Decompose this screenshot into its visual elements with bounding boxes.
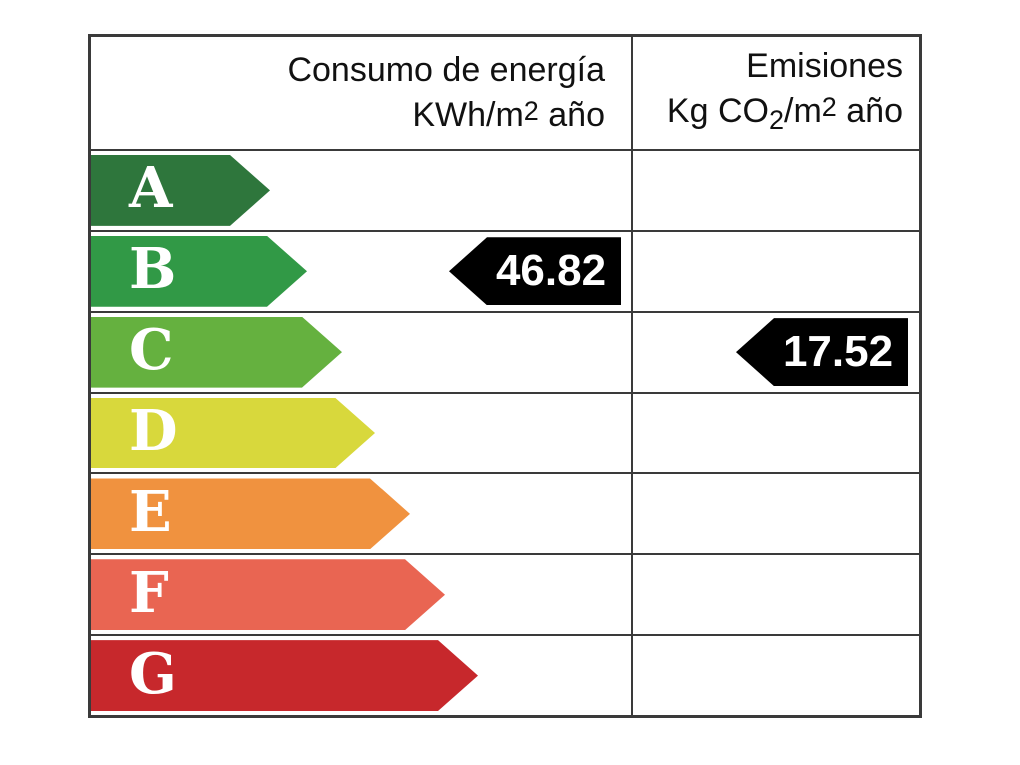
rating-row-f: F <box>91 553 919 635</box>
rating-row-c: C 17.52 <box>91 310 919 392</box>
consumption-value: 46.82 <box>495 246 607 296</box>
rating-row-d: D <box>91 391 919 473</box>
rating-bar-d: D <box>91 398 375 469</box>
rating-letter-a: A <box>129 155 173 222</box>
unit-text: /m <box>784 91 822 130</box>
consumption-column-header: Consumo de energía KWh/m2 año <box>91 37 633 149</box>
rating-bar-f: F <box>91 559 445 630</box>
emissions-unit: Kg CO2/m2 año <box>667 87 903 141</box>
consumption-unit: KWh/m2 año <box>412 91 605 136</box>
table-header: Consumo de energía KWh/m2 año Emisiones … <box>91 37 919 151</box>
rating-letter-f: F <box>129 559 169 626</box>
rating-bar-e: E <box>91 478 410 549</box>
rating-letter-g: G <box>129 640 177 707</box>
unit-text: Kg CO <box>666 91 769 130</box>
rating-bar-a: A <box>91 155 270 226</box>
rating-letter-c: C <box>129 317 174 384</box>
rating-bar-c: C <box>91 317 342 388</box>
emissions-title: Emisiones <box>746 46 903 85</box>
rating-row-a: A <box>91 151 919 230</box>
rating-letter-d: D <box>129 398 178 464</box>
unit-text: año <box>538 96 605 134</box>
consumption-title: Consumo de energía <box>287 51 605 89</box>
rating-row-e: E <box>91 472 919 554</box>
unit-superscript-2: 2 <box>523 96 539 126</box>
unit-superscript-2: 2 <box>821 91 837 122</box>
rating-letter-e: E <box>129 478 172 545</box>
rating-table: Consumo de energía KWh/m2 año Emisiones … <box>88 34 922 718</box>
unit-text: año <box>836 91 903 130</box>
rating-row-b: B 46.82 <box>91 229 919 311</box>
consumption-value-indicator: 46.82 <box>449 237 621 306</box>
rating-bar-b: B <box>91 236 307 307</box>
unit-text: KWh/m <box>412 96 524 134</box>
unit-subscript-2: 2 <box>768 104 784 135</box>
emissions-column-header: Emisiones Kg CO2/m2 año <box>633 37 919 149</box>
emissions-value-indicator: 17.52 <box>736 318 908 387</box>
rating-letter-b: B <box>129 236 177 303</box>
rating-bar-g: G <box>91 640 478 711</box>
rating-row-g: G <box>91 634 919 716</box>
rating-rows: A B 46.82 C <box>91 151 919 716</box>
emissions-value: 17.52 <box>782 327 894 377</box>
